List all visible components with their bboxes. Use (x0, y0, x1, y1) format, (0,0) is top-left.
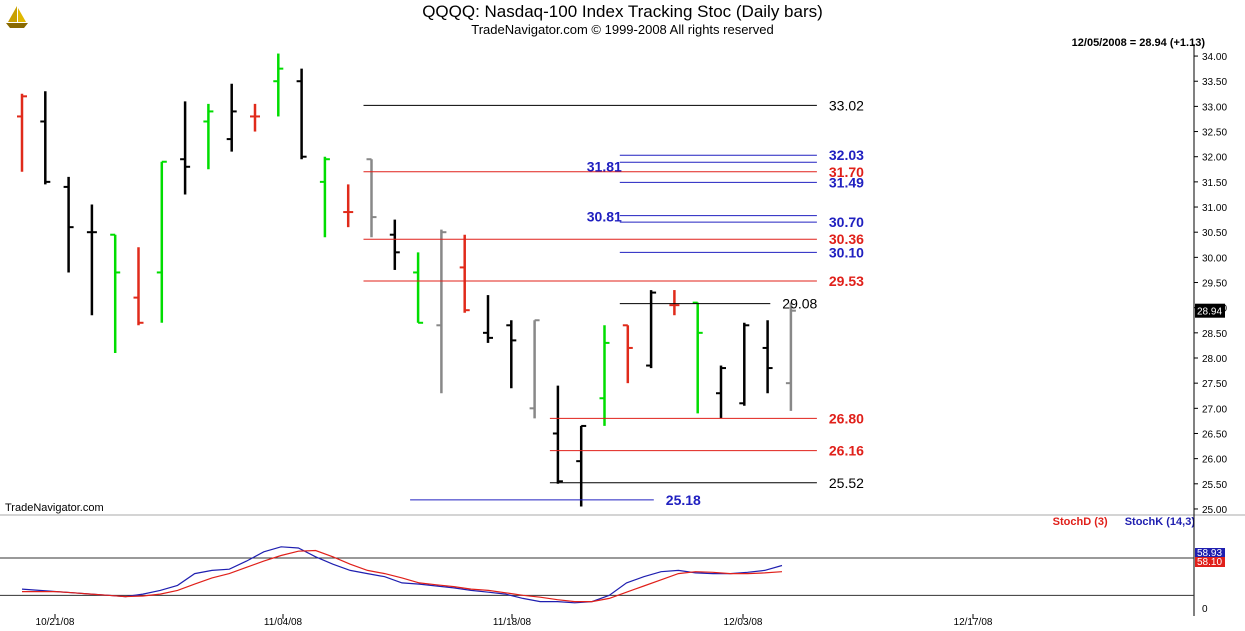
legend-stochk: StochK (14,3) (1124, 516, 1195, 528)
level-label: 29.08 (782, 296, 817, 312)
y-tick-label: 30.50 (1202, 228, 1227, 239)
y-tick-label: 25.50 (1202, 480, 1227, 491)
level-label: 30.70 (829, 214, 864, 230)
x-tick-label: 11/04/08 (264, 617, 303, 628)
y-tick-label: 26.50 (1202, 429, 1227, 440)
level-label: 30.36 (829, 231, 864, 247)
last-quote: 12/05/2008 = 28.94 (+1.13) (1071, 37, 1205, 49)
stoch-value-label: 58.10 (1197, 557, 1222, 568)
stoch-y-tick-label: 0 (1202, 604, 1208, 615)
level-label: 31.70 (829, 164, 864, 180)
y-tick-label: 28.00 (1202, 354, 1227, 365)
y-tick-label: 25.00 (1202, 505, 1227, 516)
stoch-value-box (1195, 557, 1225, 567)
x-tick-label: 12/17/08 (954, 617, 993, 628)
y-tick-label: 32.50 (1202, 128, 1227, 139)
level-label: 32.03 (829, 147, 864, 163)
level-left-label: 31.81 (587, 158, 622, 174)
watermark: TradeNavigator.com (5, 502, 104, 514)
legend-stochd: StochD (3) (1052, 516, 1108, 528)
y-tick-label: 34.00 (1202, 52, 1227, 63)
chart-subtitle: TradeNavigator.com © 1999-2008 All right… (471, 22, 774, 37)
level-label: 30.10 (829, 244, 864, 260)
x-tick-label: 11/18/08 (493, 617, 532, 628)
y-tick-label: 33.00 (1202, 102, 1227, 113)
stochd-line (22, 549, 783, 603)
x-tick-label: 12/03/08 (724, 617, 763, 628)
level-label: 26.80 (829, 410, 864, 426)
level-label: 31.49 (829, 174, 864, 190)
level-label: 29.53 (829, 273, 864, 289)
stoch-value-box (1195, 548, 1225, 558)
level-label: 25.52 (829, 475, 864, 491)
y-tick-label: 31.50 (1202, 178, 1227, 189)
level-left-label: 30.81 (587, 209, 622, 225)
y-tick-label: 31.00 (1202, 203, 1227, 214)
level-label: 33.02 (829, 97, 864, 113)
y-tick-label: 29.50 (1202, 279, 1227, 290)
y-tick-label: 30.00 (1202, 253, 1227, 264)
chart-title: QQQQ: Nasdaq-100 Index Tracking Stoc (Da… (422, 2, 823, 21)
y-tick-label: 33.50 (1202, 77, 1227, 88)
last-price-label: 28.94 (1197, 307, 1222, 318)
y-tick-label: 32.00 (1202, 153, 1227, 164)
level-label: 25.18 (666, 492, 701, 508)
stochk-line (21, 546, 783, 604)
y-tick-label: 28.50 (1202, 329, 1227, 340)
y-tick-label: 26.00 (1202, 455, 1227, 466)
y-tick-label: 27.50 (1202, 379, 1227, 390)
sailboat-logo-icon (4, 4, 30, 30)
stoch-legend: StochD (3) StochK (14,3) (1053, 516, 1195, 528)
last-price-box (1195, 303, 1225, 318)
stoch-value-label: 58.93 (1197, 548, 1222, 559)
x-tick-label: 10/21/08 (36, 617, 75, 628)
level-label: 26.16 (829, 443, 864, 459)
y-tick-label: 27.00 (1202, 404, 1227, 415)
